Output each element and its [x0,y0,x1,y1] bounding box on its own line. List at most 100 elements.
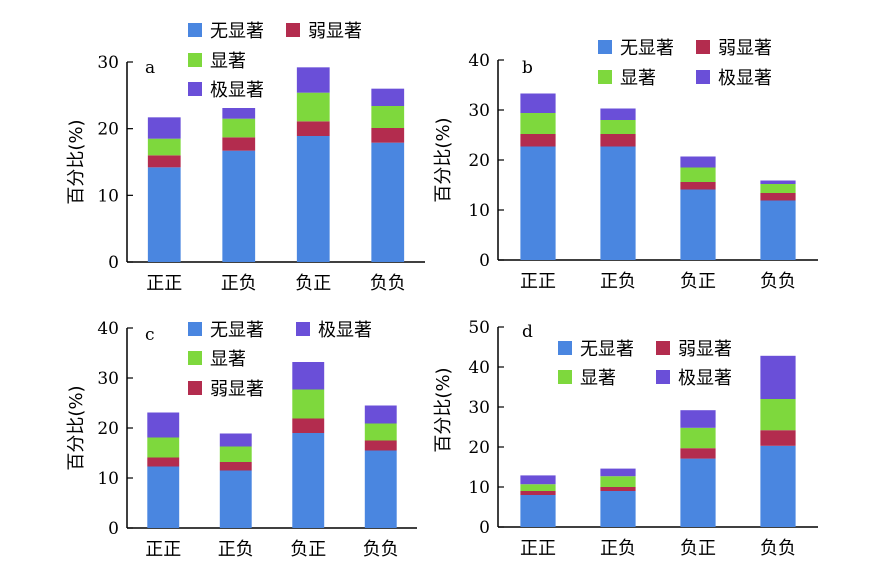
legend-label: 弱显著 [678,339,732,360]
bar-segment-显著 [147,437,180,458]
legend-label: 显著 [210,349,246,370]
y-tick-label: 40 [468,51,490,71]
y-tick-label: 50 [468,318,490,338]
legend-swatch [558,370,572,384]
bar-segment-显著 [219,446,252,462]
bar-segment-显著 [147,138,181,156]
legend-swatch [656,341,670,355]
legend-label: 弱显著 [210,379,264,400]
x-tick-label: 正正 [520,271,556,292]
bar-segment-显著 [600,120,636,134]
x-tick-label: 负负 [760,538,796,559]
legend-swatch [188,23,202,37]
bar-segment-弱显著 [364,440,397,451]
bar-segment-极显著 [296,67,330,93]
legend-label: 极显著 [210,80,264,101]
legend-swatch [696,40,710,54]
legend-swatch [296,322,310,336]
x-tick-label: 负正 [295,273,331,294]
bar-segment-显著 [760,399,796,431]
bar-segment-无显著 [760,445,796,527]
bar-segment-极显著 [292,362,325,390]
legend-label: 弱显著 [308,21,362,42]
bar-segment-极显著 [680,410,716,428]
bar-segment-弱显著 [219,462,252,471]
bar-segment-极显著 [364,405,397,424]
bar-segment-显著 [222,118,256,138]
legend-swatch [558,341,572,355]
panel-letter: c [145,325,155,345]
bar-segment-弱显著 [371,128,405,143]
legend-label: 无显著 [210,320,264,341]
bar-segment-弱显著 [680,448,716,459]
x-tick-label: 负负 [370,273,406,294]
bar-segment-显著 [520,484,556,491]
y-tick-label: 20 [97,120,119,140]
bar-segment-极显著 [147,412,180,438]
bar-segment-无显著 [364,450,397,528]
legend-label: 显著 [210,51,246,72]
panel-letter: b [522,58,533,78]
y-axis-label: 百分比(%) [433,367,454,452]
y-axis-label: 百分比(%) [66,385,87,470]
x-tick-label: 正负 [600,538,636,559]
bar-segment-极显著 [219,433,252,447]
legend-swatch [188,351,202,365]
bar-segment-显著 [600,476,636,487]
y-tick-label: 0 [108,519,119,539]
y-tick-label: 30 [468,101,490,121]
y-tick-label: 40 [468,358,490,378]
x-tick-label: 负正 [290,539,326,560]
y-tick-label: 30 [97,369,119,389]
bar-segment-显著 [296,92,330,122]
bar-segment-无显著 [222,150,256,262]
bar-segment-无显著 [600,491,636,527]
x-tick-label: 正正 [146,273,182,294]
bar-segment-无显著 [520,146,556,260]
bar-segment-显著 [520,113,556,134]
x-tick-label: 负负 [760,271,796,292]
bar-segment-弱显著 [147,457,180,467]
x-tick-label: 正负 [221,273,257,294]
bar-segment-显著 [292,389,325,419]
legend-swatch [696,70,710,84]
bar-segment-弱显著 [292,418,325,433]
legend-swatch [188,381,202,395]
legend-swatch [656,370,670,384]
bar-segment-弱显著 [760,193,796,201]
y-tick-label: 20 [97,419,119,439]
bar-segment-弱显著 [760,430,796,446]
legend-label: 显著 [620,68,656,89]
legend-swatch [188,82,202,96]
x-tick-label: 正负 [600,271,636,292]
legend-label: 无显著 [580,339,634,360]
y-tick-label: 40 [97,319,119,339]
y-tick-label: 0 [108,253,119,273]
bar-segment-无显著 [147,466,180,528]
bar-segment-极显著 [760,180,796,184]
bar-segment-极显著 [371,88,405,106]
x-tick-label: 负负 [363,539,399,560]
legend-swatch [598,70,612,84]
bar-segment-极显著 [222,108,256,119]
bar-segment-无显著 [292,433,325,528]
legend-swatch [598,40,612,54]
legend-swatch [188,53,202,67]
bar-segment-无显著 [147,167,181,262]
y-tick-label: 10 [468,478,490,498]
bar-segment-弱显著 [680,182,716,190]
bar-segment-显著 [680,167,716,182]
legend-label: 弱显著 [718,38,772,59]
bar-segment-弱显著 [222,137,256,151]
bar-segment-极显著 [600,108,636,120]
bar-segment-显著 [364,423,397,441]
x-tick-label: 正正 [145,539,181,560]
x-tick-label: 负正 [680,271,716,292]
y-tick-label: 10 [468,201,490,221]
x-tick-label: 负正 [680,538,716,559]
